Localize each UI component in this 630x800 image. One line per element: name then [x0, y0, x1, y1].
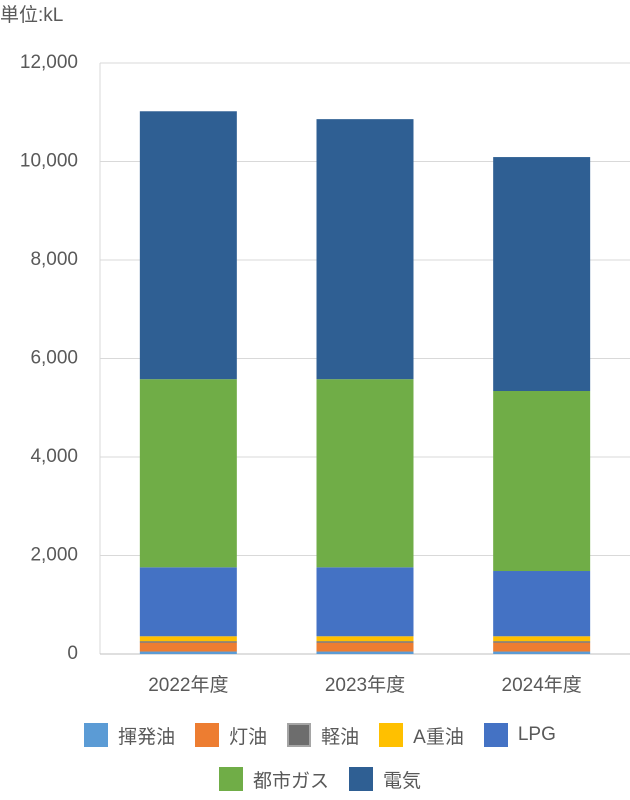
legend-item: 電気	[349, 766, 421, 792]
legend-swatch	[379, 723, 404, 747]
legend-swatch	[349, 767, 373, 791]
chart: 単位:kL 0 2,000 4,000 6,000 8,000 10,000 12,000 2…	[0, 4, 630, 696]
legend-swatch	[483, 723, 508, 747]
y-tick-label: 0	[67, 643, 78, 664]
legend-swatch	[195, 723, 220, 747]
bar-segment	[316, 636, 414, 642]
legend-label: 都市ガス	[252, 770, 329, 792]
y-tick-label: 12,000	[20, 52, 78, 73]
bar-segment	[139, 379, 237, 568]
bar-segment	[139, 636, 237, 642]
legend-swatch	[218, 767, 243, 791]
legend-item: LPG	[483, 722, 556, 748]
y-tick-label: 8,000	[30, 249, 78, 270]
legend-item: 軽油	[287, 722, 359, 748]
y-tick-label: 4,000	[30, 446, 78, 467]
legend-item: 灯油	[195, 722, 267, 748]
x-tick-label: 2024年度	[502, 674, 582, 696]
legend-item: 揮発油	[84, 722, 175, 748]
legend-swatch	[84, 723, 109, 747]
bar-segment	[139, 651, 237, 654]
bar-segment	[493, 651, 591, 654]
legend-label: LPG	[517, 724, 556, 745]
legend: 揮発油 灯油 軽油 A重油 LPG 都市ガス 電気	[40, 722, 600, 792]
legend-label: 揮発油	[118, 726, 176, 748]
legend-label: 灯油	[229, 726, 268, 748]
bar-segment	[493, 391, 591, 572]
bar-segment	[493, 641, 591, 643]
y-tick-label: 2,000	[30, 545, 78, 566]
bar-segment	[139, 641, 237, 643]
legend-label: 電気	[383, 770, 422, 792]
legend-label: 軽油	[321, 726, 360, 748]
bar-segment	[139, 567, 237, 637]
legend-swatch	[287, 723, 312, 747]
y-tick-label: 6,000	[30, 348, 78, 369]
bar-segment	[316, 567, 414, 637]
bar-segment	[139, 111, 237, 380]
bar-segment	[493, 571, 591, 637]
bar-segment	[493, 157, 591, 392]
bar-segment	[139, 642, 237, 652]
bar-segment	[316, 651, 414, 654]
bar-segment	[493, 642, 591, 652]
bar-segment	[316, 119, 414, 380]
y-tick-label: 10,000	[20, 151, 78, 172]
unit-label: 単位:kL	[0, 4, 63, 26]
bar-segment	[316, 641, 414, 643]
bar-segment	[316, 642, 414, 652]
x-tick-label: 2022年度	[148, 674, 228, 696]
legend-label: A重油	[413, 726, 464, 748]
bar-segment	[493, 636, 591, 642]
bar-segment	[316, 379, 414, 568]
x-tick-label: 2023年度	[325, 674, 405, 696]
legend-item: 都市ガス	[218, 766, 329, 792]
legend-item: A重油	[379, 722, 464, 748]
